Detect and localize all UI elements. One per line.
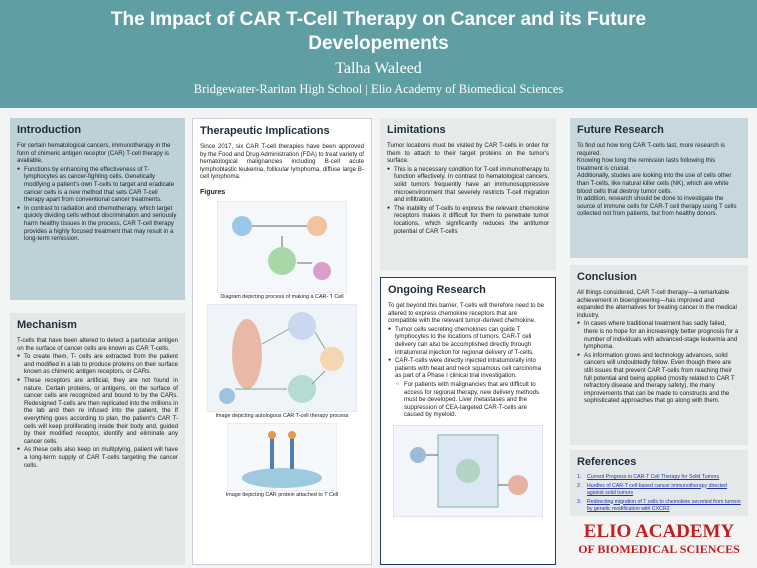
text-block: Additionally, studies are looking into t… xyxy=(577,172,732,195)
text-block: As information grows and technology adva… xyxy=(577,352,741,405)
figure-3 xyxy=(227,422,337,491)
references-heading: References xyxy=(577,456,637,468)
ongoing-heading: Ongoing Research xyxy=(388,284,486,296)
logo-line1: ELIO ACADEMY xyxy=(583,521,735,542)
conclusion-box: Conclusion All things considered, CAR T-c… xyxy=(570,265,748,445)
references-box: References Current Progress in CAR-T Cell… xyxy=(570,450,748,516)
text-block: In contrast to radiation and chemotherap… xyxy=(17,205,178,243)
text-block: Since 2017, six CAR T-cell therapies hav… xyxy=(200,143,364,181)
text-block: To get beyond this barrier, T-cells will… xyxy=(388,302,545,325)
text-block: Functions by enhancing the effectiveness… xyxy=(17,166,178,204)
text-block: In cases where traditional treatment has… xyxy=(577,320,741,350)
conclusion-heading: Conclusion xyxy=(577,271,637,283)
text-block: T-cells that have been altered to detect… xyxy=(17,337,178,352)
text-block: To create them, T- cells are extracted f… xyxy=(17,353,178,376)
text-block: For certain hematological cancers, immun… xyxy=(17,142,171,165)
therapeutic-heading: Therapeutic Implications xyxy=(200,125,330,137)
future-heading: Future Research xyxy=(577,124,664,136)
text-block: Knowing how long the remission lasts fol… xyxy=(577,157,716,172)
text-block: Tumor locations must be visited by CAR T… xyxy=(387,142,549,165)
ongoing-figure xyxy=(393,424,543,517)
figure-1 xyxy=(217,200,347,293)
future-box: Future Research To find out how long CAR … xyxy=(570,118,748,258)
mechanism-box: Mechanism T-cells that have been altered … xyxy=(10,313,185,565)
intro-box: Introduction For certain hematological ca… xyxy=(10,118,185,300)
reference-link[interactable]: Redirecting migration of T cells to chem… xyxy=(577,498,741,513)
header: The Impact of CAR T-Cell Therapy on Canc… xyxy=(0,0,757,108)
text-block: The inability of T-cells to express the … xyxy=(387,205,549,235)
text-block: To find out how long CAR T-cells last, m… xyxy=(577,142,725,157)
limitations-heading: Limitations xyxy=(387,124,446,136)
author: Talha Waleed xyxy=(335,60,422,77)
figure-2 xyxy=(207,303,357,412)
limitations-box: Limitations Tumor locations must be visit… xyxy=(380,118,556,270)
mechanism-heading: Mechanism xyxy=(17,319,77,331)
text-block: In addition, research should be done to … xyxy=(577,195,737,218)
text-block: CAR-T-cells were directly injected intra… xyxy=(388,357,548,380)
text-block: These receptors are artificial, they are… xyxy=(17,377,178,445)
figures-heading: Figures xyxy=(200,188,226,196)
text-block: Tumor cells secreting chemokines can gui… xyxy=(388,326,548,356)
logo-line2: OF BIOMEDICAL SCIENCES xyxy=(578,542,740,556)
text-block: All things considered, CAR T-cell therap… xyxy=(577,289,737,319)
figure-1-caption: Diagram depicting process of making a CA… xyxy=(220,293,344,300)
intro-heading: Introduction xyxy=(17,124,82,136)
affiliation: Bridgewater-Raritan High School | Elio A… xyxy=(193,82,564,96)
therapeutic-box: Therapeutic Implications Since 2017, six … xyxy=(192,118,372,565)
text-block: As these cells also keep on multiplying,… xyxy=(17,446,178,469)
title: The Impact of CAR T-Cell Therapy on Canc… xyxy=(110,9,647,54)
text-block: This is a necessary condition for T-cell… xyxy=(387,166,549,204)
logo: ELIO ACADEMY OF BIOMEDICAL SCIENCES xyxy=(570,518,748,566)
ongoing-box: Ongoing Research To get beyond this barri… xyxy=(380,277,556,565)
figure-2-caption: Image depicting autologous CAR T-cell th… xyxy=(215,412,349,419)
reference-link[interactable]: Current Progress in CAR-T Cell Therapy f… xyxy=(577,474,720,481)
text-block: For patients with malignancies that are … xyxy=(388,381,548,419)
reference-link[interactable]: Hurdles of CAR-T cell-based cancer immun… xyxy=(577,482,728,497)
figure-3-caption: Image depicting CAR protein attached to … xyxy=(225,491,339,498)
